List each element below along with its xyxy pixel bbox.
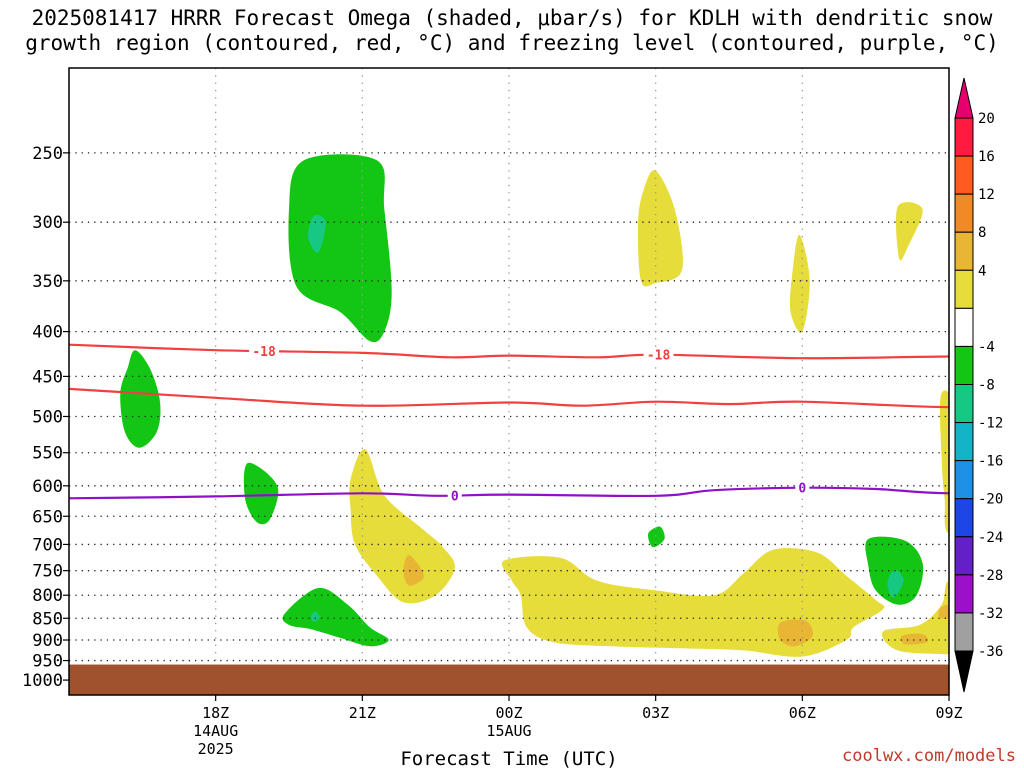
contour-label-bg--18 — [249, 344, 280, 359]
omega-field-18 — [777, 619, 814, 647]
y-tick-label-600: 600 — [32, 477, 63, 497]
x-axis-title: Forecast Time (UTC) — [400, 748, 617, 768]
colorbar-cell-7 — [954, 384, 974, 424]
colorbar-cell-11 — [954, 536, 974, 576]
colorbar-cell-8 — [954, 422, 974, 462]
omega-field-13 — [789, 234, 810, 333]
contour-label--18: -18 — [252, 345, 276, 360]
ground-layer — [69, 664, 949, 695]
y-axis: 2503003504004505005506006507007508008509… — [22, 144, 69, 691]
omega-field-6 — [648, 526, 665, 548]
omega-field-5 — [310, 611, 320, 622]
colorbar-cell-2 — [954, 193, 974, 233]
omega-field-22 — [938, 603, 949, 619]
omega-field-8 — [887, 569, 904, 598]
colorbar-cell-12 — [954, 574, 974, 614]
omega-field-21 — [900, 633, 929, 645]
omega-field-12 — [637, 170, 683, 287]
y-tick-label-1000: 1000 — [22, 671, 63, 691]
y-tick-label-400: 400 — [32, 323, 63, 343]
colorbar-cell-5 — [954, 307, 974, 347]
x-tick-label-18Z: 18Z — [202, 704, 229, 722]
colorbar-label--20: -20 — [978, 492, 1003, 508]
contour-lines — [69, 343, 949, 500]
omega-field-15 — [349, 448, 455, 604]
y-tick-label-500: 500 — [32, 407, 63, 427]
x-tick-date-00Z: 15AUG — [486, 722, 531, 740]
omega-field-1 — [307, 214, 326, 253]
omega-field-4 — [282, 587, 389, 647]
x-tick-date-18Z: 14AUG — [193, 722, 238, 740]
contour-label--18: -18 — [647, 349, 671, 364]
source-credit: coolwx.com/models — [842, 746, 1016, 766]
ground-fill — [69, 664, 949, 695]
colorbar-label--32: -32 — [978, 606, 1003, 622]
omega-field-0 — [288, 154, 392, 343]
colorbar-label--12: -12 — [978, 416, 1003, 432]
y-tick-label-550: 550 — [32, 444, 63, 464]
y-tick-label-300: 300 — [32, 213, 63, 233]
colorbar-cell-13 — [954, 612, 974, 652]
chart-title: 2025081417 HRRR Forecast Omega (shaded, … — [0, 6, 1024, 56]
colorbar-label--36: -36 — [978, 644, 1003, 660]
y-tick-label-450: 450 — [32, 367, 63, 387]
y-tick-label-650: 650 — [32, 507, 63, 527]
colorbar-cell-10 — [954, 498, 974, 538]
colorbar-label-20: 20 — [978, 111, 995, 127]
omega-field-16 — [403, 555, 424, 586]
y-tick-label-350: 350 — [32, 272, 63, 292]
colorbar-label--16: -16 — [978, 454, 1003, 470]
colorbar-cell-6 — [954, 345, 974, 385]
colorbar-label-12: 12 — [978, 187, 995, 203]
colorbar: 20 16 12 8 4 -4 -8 -12 -16 -20 -24 -28 -32 -36 — [954, 77, 1003, 693]
contour-label-0: 0 — [451, 489, 459, 504]
omega-field-3 — [243, 462, 279, 525]
y-tick-label-850: 850 — [32, 609, 63, 629]
contour-label-bg--18 — [643, 347, 674, 362]
x-tick-label-03Z: 03Z — [642, 704, 669, 722]
contour-label-0: 0 — [798, 482, 806, 497]
chart-title-line1: 2025081417 HRRR Forecast Omega (shaded, … — [31, 6, 993, 30]
x-tick-year-18Z: 2025 — [198, 740, 234, 758]
colorbar-label--8: -8 — [978, 378, 995, 394]
x-tick-label-09Z: 09Z — [935, 704, 962, 722]
colorbar-cell-3 — [954, 231, 974, 271]
y-tick-label-800: 800 — [32, 586, 63, 606]
colorbar-cell-1 — [954, 155, 974, 195]
omega-field-20 — [882, 580, 949, 655]
contour-line--12 — [69, 387, 949, 409]
colorbar-label--4: -4 — [978, 339, 995, 355]
y-tick-label-700: 700 — [32, 535, 63, 555]
omega-field-2 — [120, 350, 161, 448]
colorbar-bottom-arrow — [954, 650, 974, 693]
colorbar-cell-4 — [954, 269, 974, 309]
contour-labels: -18 -18 0 0 — [249, 344, 810, 504]
contour-line-0 — [69, 486, 949, 500]
contour-line--18 — [69, 343, 949, 360]
omega-field-19 — [939, 390, 949, 534]
x-tick-label-21Z: 21Z — [349, 704, 376, 722]
colorbar-label--24: -24 — [978, 530, 1003, 546]
colorbar-cell-9 — [954, 460, 974, 500]
y-tick-label-750: 750 — [32, 562, 63, 582]
colorbar-label-8: 8 — [978, 225, 986, 241]
colorbar-label--28: -28 — [978, 568, 1003, 584]
contour-label-bg-0 — [447, 488, 462, 503]
y-tick-label-950: 950 — [32, 652, 63, 672]
y-tick-label-900: 900 — [32, 631, 63, 651]
omega-shaded-fields — [120, 154, 949, 657]
chart-title-line2: growth region (contoured, red, °C) and f… — [25, 31, 999, 55]
colorbar-label-16: 16 — [978, 149, 995, 165]
y-tick-label-250: 250 — [32, 144, 63, 164]
colorbar-cell-0 — [954, 117, 974, 157]
colorbar-top-arrow — [954, 77, 974, 119]
contour-label-bg-0 — [795, 480, 810, 495]
x-tick-label-06Z: 06Z — [789, 704, 816, 722]
x-tick-label-00Z: 00Z — [495, 704, 522, 722]
colorbar-label-4: 4 — [978, 263, 986, 279]
omega-field-14 — [895, 202, 923, 261]
